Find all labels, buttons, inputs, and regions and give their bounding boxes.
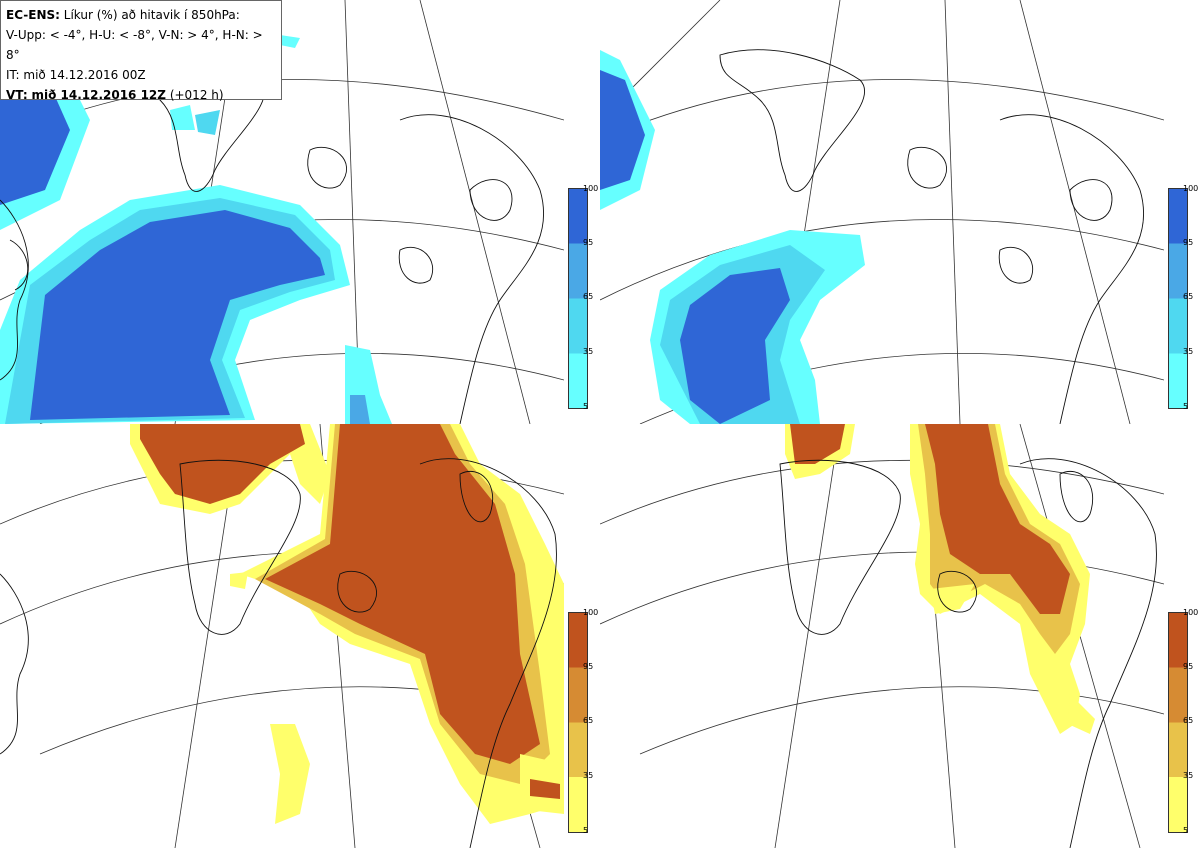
map-panel-cold-minus4 <box>0 0 564 424</box>
probability-field <box>130 424 564 824</box>
tick-100: 100 <box>583 184 599 193</box>
probability-field <box>600 50 865 424</box>
title: Líkur (%) að hitavik í 850hPa: <box>63 8 240 22</box>
colorbar-warm-1 <box>568 612 588 833</box>
tick-95: 95 <box>583 238 594 247</box>
map-warm-plus8 <box>600 424 1164 848</box>
map-cold-minus8 <box>600 0 1164 424</box>
tick-35: 35 <box>583 347 594 356</box>
map-warm-plus4 <box>0 424 564 848</box>
map-cold-minus4 <box>0 0 564 424</box>
probability-field <box>785 424 1095 734</box>
tick-5: 5 <box>583 402 589 411</box>
colorbar-warm-2 <box>1168 612 1188 833</box>
valid-time: mið 14.12.2016 12Z <box>31 88 166 102</box>
model-name: EC-ENS: <box>6 8 60 22</box>
map-panel-warm-plus8 <box>600 424 1164 848</box>
map-panel-warm-plus4 <box>0 424 564 848</box>
thresholds: V-Upp: < -4°, H-U: < -8°, V-N: > 4°, H-N… <box>6 28 263 62</box>
init-time: IT: mið 14.12.2016 00Z <box>6 68 146 82</box>
info-box: EC-ENS: Líkur (%) að hitavik í 850hPa: V… <box>0 0 282 102</box>
colorbar-cold-2 <box>1168 188 1188 409</box>
colorbar-cold-1 <box>568 188 588 409</box>
valid-label: VT: <box>6 88 28 102</box>
tick-65: 65 <box>583 292 594 301</box>
probability-field <box>0 35 392 424</box>
lead-time: (+012 h) <box>169 88 224 102</box>
map-panel-cold-minus8 <box>600 0 1164 424</box>
